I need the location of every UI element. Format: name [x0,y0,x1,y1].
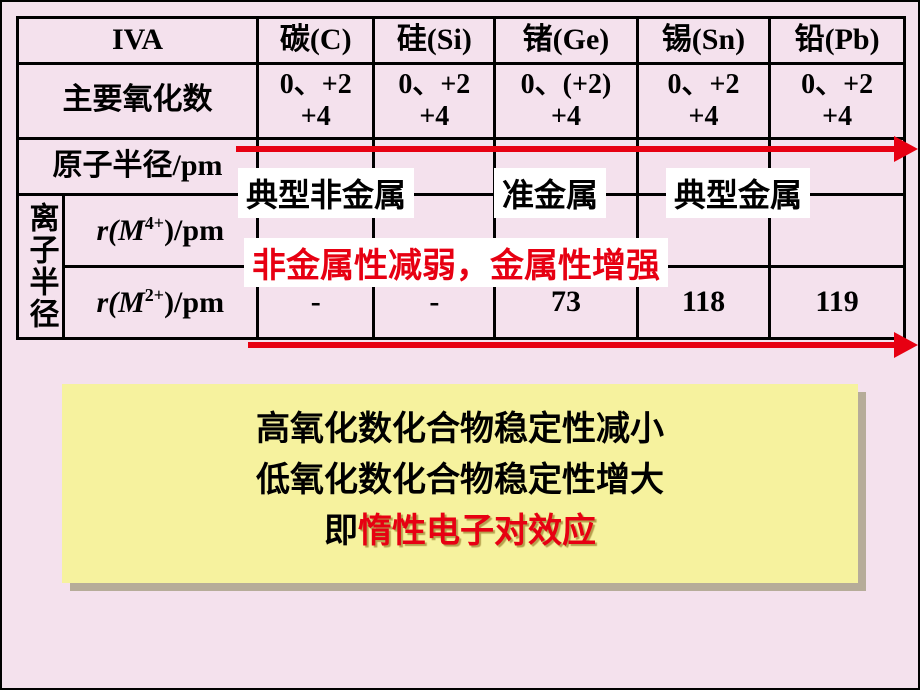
arrow-oxidation [236,146,896,152]
rm4-ge [495,194,638,266]
rm4-pre: r(M [96,214,144,247]
table-header-row: IVA 碳(C) 硅(Si) 锗(Ge) 锡(Sn) 铅(Pb) [18,18,905,64]
ox-si: 0、+2 +4 [374,63,495,138]
rm2-sn: 118 [637,266,769,338]
rm2-c: - [258,266,374,338]
r-m2-label: r(M2+)/pm [63,266,258,338]
table-container: IVA 碳(C) 硅(Si) 锗(Ge) 锡(Sn) 铅(Pb) 主要氧化数 0… [16,16,904,340]
iva-table: IVA 碳(C) 硅(Si) 锗(Ge) 锡(Sn) 铅(Pb) 主要氧化数 0… [16,16,906,340]
r-m4-label: r(M4+)/pm [63,194,258,266]
ox-sn: 0、+2 +4 [637,63,769,138]
rm4-si [374,194,495,266]
el-si: 硅(Si) [374,18,495,64]
note-line1: 高氧化数化合物稳定性减小 [92,404,828,455]
ox-ge: 0、(+2) +4 [495,63,638,138]
rm4-pb [770,194,905,266]
atomic-radius-label: 原子半径/pm [18,138,258,194]
note-line3-red: 惰性电子对效应 [358,513,596,550]
el-ge: 锗(Ge) [495,18,638,64]
ionic-radius-label: 离子半径 [18,194,64,338]
group-header: IVA [18,18,258,64]
note-line3-pre: 即 [324,513,358,550]
note-line3: 即惰性电子对效应 [92,506,828,557]
ionic-m2-row: r(M2+)/pm - - 73 118 119 [18,266,905,338]
rm2-sup: 2+ [145,285,164,305]
oxidation-label: 主要氧化数 [18,63,258,138]
el-c: 碳(C) [258,18,374,64]
ox-pb: 0、+2 +4 [770,63,905,138]
arrow-ionic [248,342,896,348]
rm2-pre: r(M [96,286,144,319]
rm4-post: )/pm [164,214,224,247]
el-sn: 锡(Sn) [637,18,769,64]
el-pb: 铅(Pb) [770,18,905,64]
rm4-c [258,194,374,266]
rm2-ge: 73 [495,266,638,338]
oxidation-row: 主要氧化数 0、+2 +4 0、+2 +4 0、(+2) +4 0、+2 +4 … [18,63,905,138]
rm4-sn [637,194,769,266]
note-line2: 低氧化数化合物稳定性增大 [92,455,828,506]
ox-c: 0、+2 +4 [258,63,374,138]
rm4-sup: 4+ [145,213,164,233]
rm2-si: - [374,266,495,338]
rm2-pb: 119 [770,266,905,338]
note-box: 高氧化数化合物稳定性减小 低氧化数化合物稳定性增大 即惰性电子对效应 [62,384,858,583]
ionic-m4-row: 离子半径 r(M4+)/pm [18,194,905,266]
rm2-post: )/pm [164,286,224,319]
